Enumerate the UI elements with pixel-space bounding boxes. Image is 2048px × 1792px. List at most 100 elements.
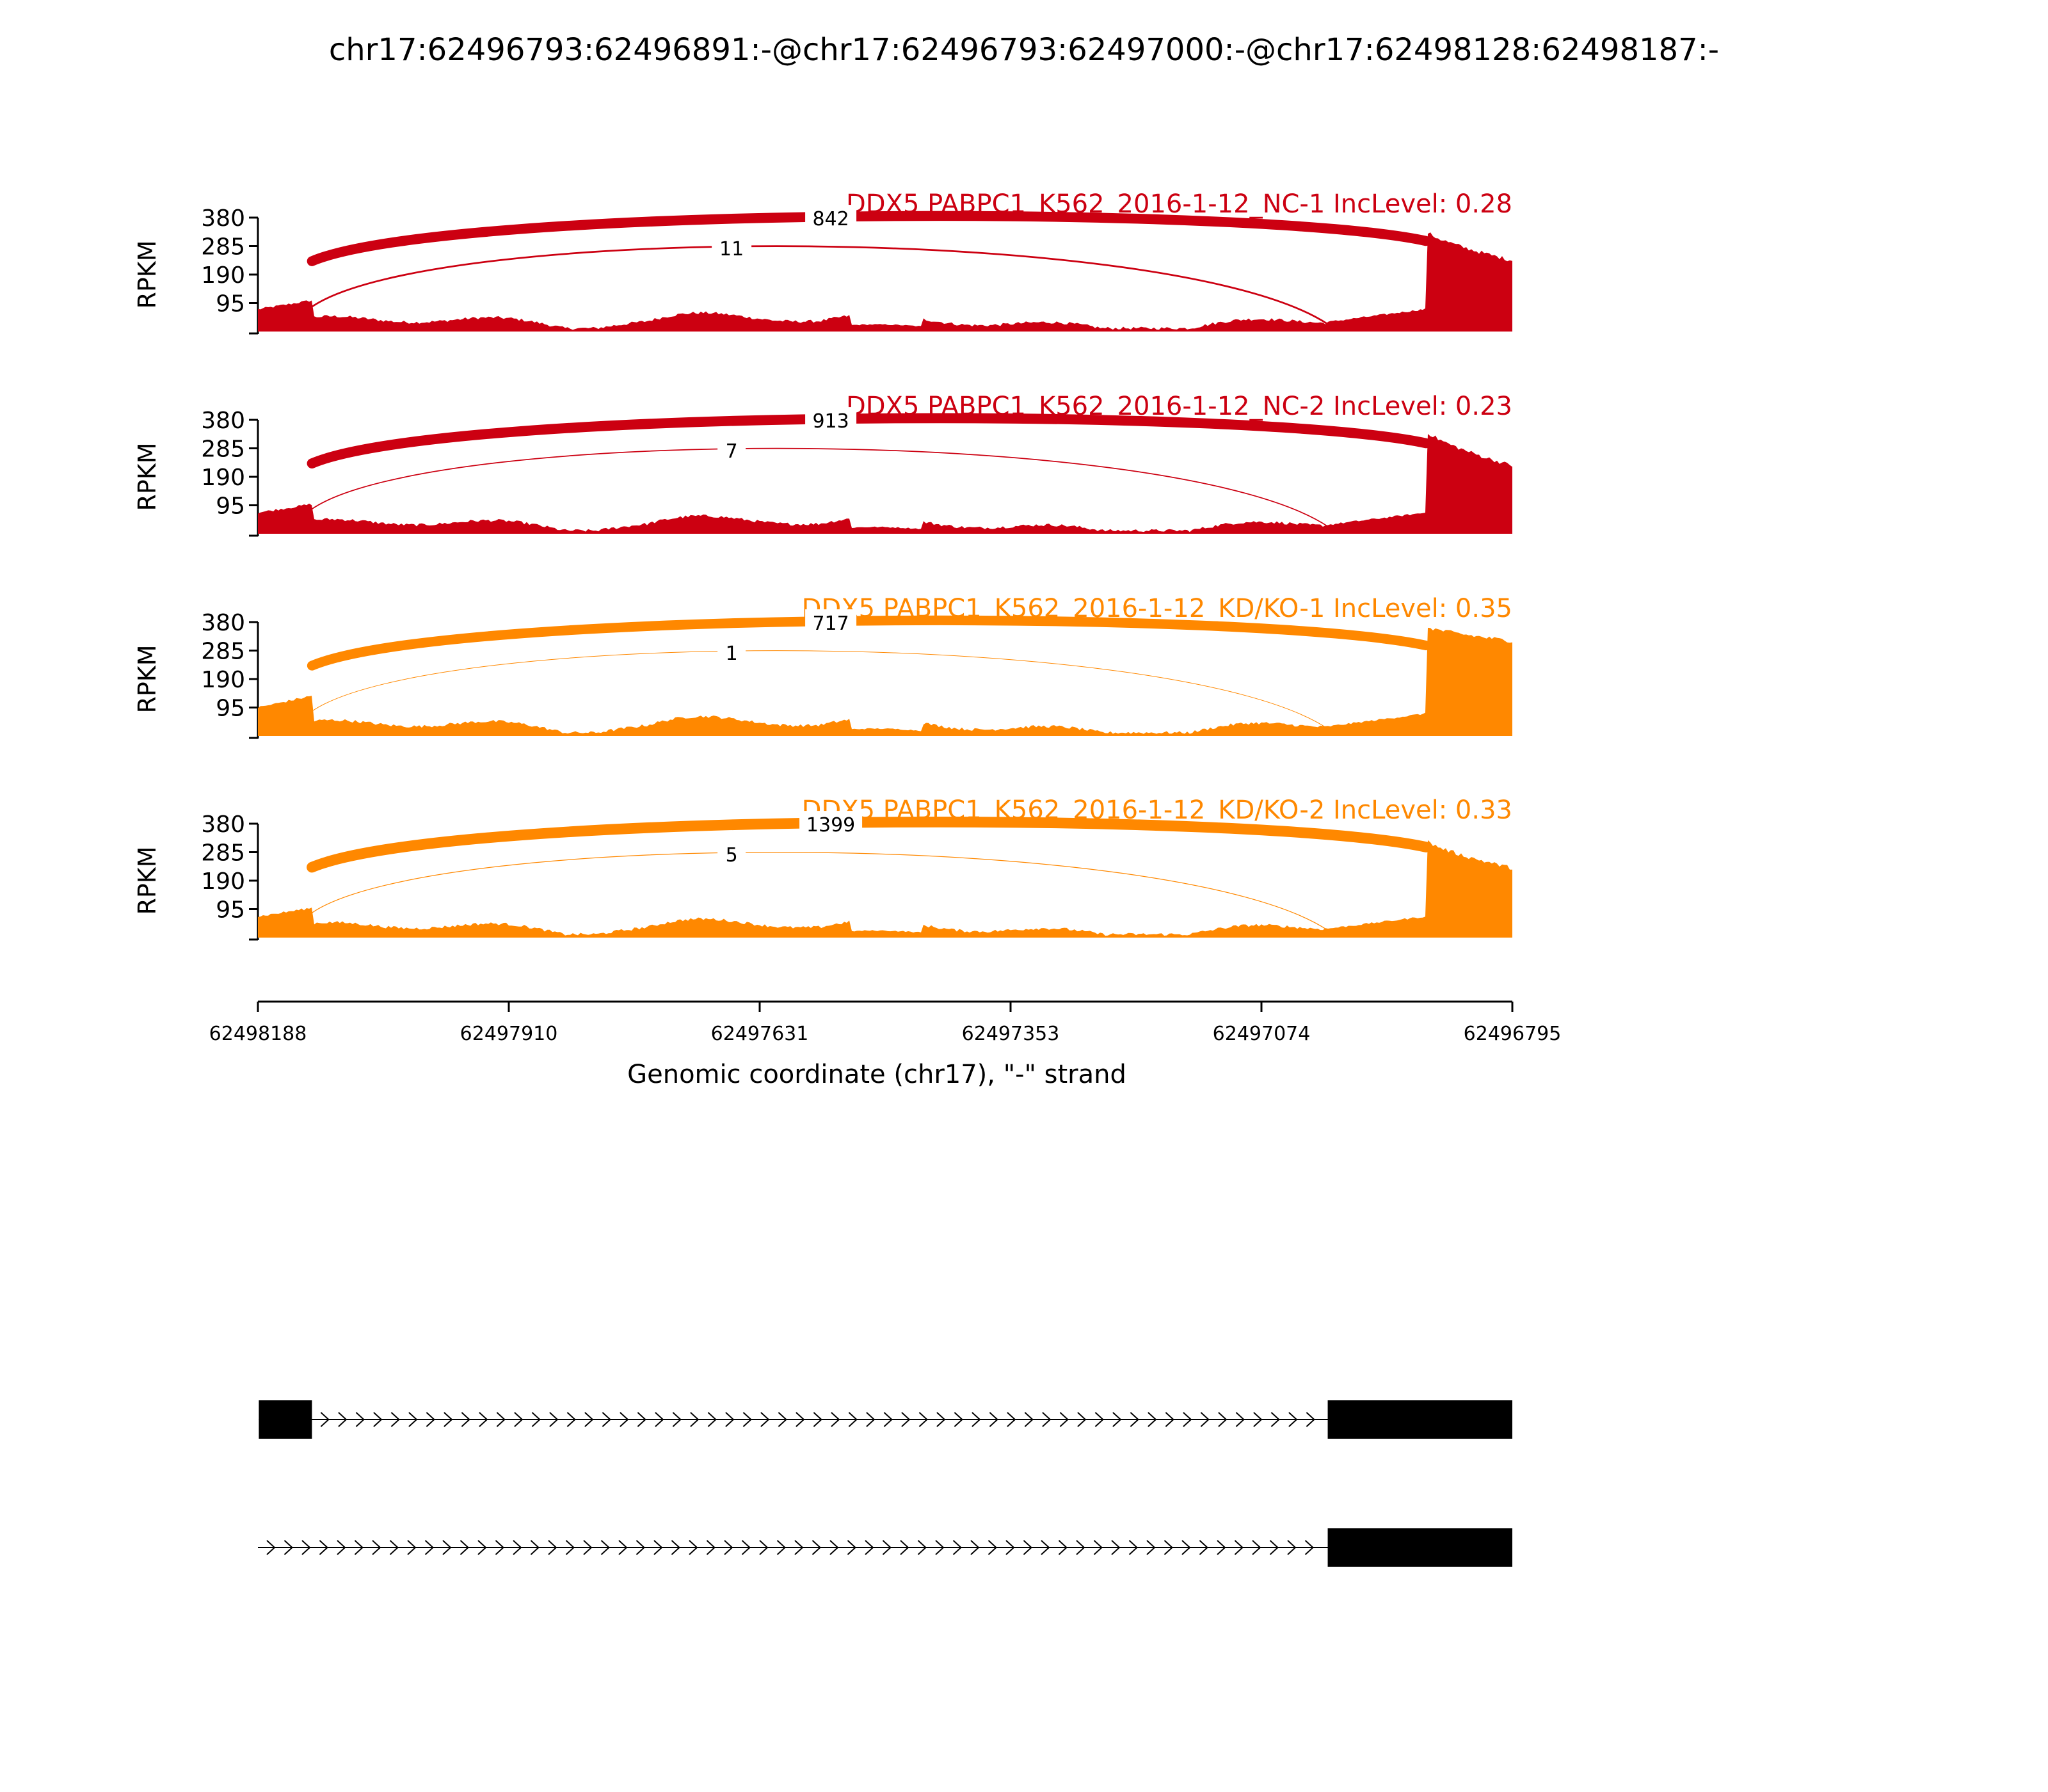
strand-arrow (988, 1540, 997, 1555)
junction-arc (307, 211, 1431, 266)
coverage-area (258, 840, 1512, 938)
strand-arrow (1005, 1540, 1015, 1555)
y-tick-label: 380 (201, 205, 245, 232)
strand-arrow (796, 1412, 805, 1427)
strand-arrow (1181, 1540, 1191, 1555)
x-axis-label: Genomic coordinate (chr17), "-" strand (627, 1060, 1126, 1089)
strand-arrow (1112, 1412, 1122, 1427)
junction-count-label: 7 (726, 440, 738, 463)
strand-arrow (831, 1412, 840, 1427)
strand-arrow (776, 1540, 786, 1555)
strand-arrow (1130, 1412, 1139, 1427)
strand-arrow (1269, 1540, 1279, 1555)
strand-arrow (653, 1540, 663, 1555)
y-tick-label: 190 (201, 465, 245, 491)
junction-label-bg (805, 609, 857, 636)
y-tick-label: 95 (216, 493, 245, 520)
strand-arrow (954, 1412, 963, 1427)
strand-arrow (1200, 1412, 1210, 1427)
junction-count-label: 11 (719, 238, 744, 260)
strand-arrow (1093, 1540, 1103, 1555)
strand-arrow (479, 1412, 488, 1427)
junction-arc (307, 413, 1431, 468)
junction-count-label: 1 (726, 643, 738, 665)
strand-arrow (389, 1540, 399, 1555)
y-tick-label: 285 (201, 436, 245, 463)
strand-arrow (1024, 1412, 1034, 1427)
junction-count-label: 5 (726, 844, 738, 867)
strand-arrow (338, 1412, 348, 1427)
strand-arrow (1287, 1540, 1297, 1555)
strand-arrow (901, 1412, 911, 1427)
strand-arrow (935, 1540, 945, 1555)
strand-arrow (778, 1412, 787, 1427)
x-tick-label: 62498188 (209, 1023, 307, 1045)
strand-arrow (636, 1540, 645, 1555)
junction-arc (311, 447, 1329, 527)
strand-arrow (1042, 1412, 1052, 1427)
strand-arrow (972, 1412, 981, 1427)
strand-arrow (970, 1540, 980, 1555)
strand-arrow (1183, 1412, 1192, 1427)
strand-arrow (759, 1540, 769, 1555)
exon-block (259, 1400, 312, 1439)
strand-arrow (1252, 1540, 1261, 1555)
strand-arrow (1023, 1540, 1032, 1555)
strand-arrow (1270, 1412, 1280, 1427)
junction-count-label: 842 (812, 208, 849, 230)
strand-arrow (301, 1540, 311, 1555)
junction-label-bg (717, 436, 746, 463)
junction-count-label: 913 (812, 410, 849, 433)
strand-arrow (707, 1412, 717, 1427)
strand-arrow (549, 1412, 559, 1427)
junction-label-bg (717, 840, 746, 867)
strand-arrow (706, 1540, 716, 1555)
strand-arrow (1111, 1540, 1121, 1555)
isoform-2 (258, 1528, 1512, 1567)
strand-arrow (725, 1412, 735, 1427)
coverage-area (258, 232, 1512, 332)
strand-arrow (794, 1540, 804, 1555)
strand-arrow (600, 1540, 610, 1555)
x-tick-label: 62497910 (460, 1023, 558, 1045)
strand-arrow (1148, 1412, 1157, 1427)
junction-label-bg (717, 639, 746, 665)
junction-count-label: 1399 (806, 814, 855, 836)
strand-arrow (426, 1412, 435, 1427)
junction-arc (311, 650, 1329, 729)
strand-arrow (618, 1540, 628, 1555)
junction-label-bg (712, 234, 752, 260)
strand-arrow (1306, 1412, 1315, 1427)
strand-arrow (1288, 1412, 1298, 1427)
junction-label-bg (805, 407, 857, 433)
strand-arrow (514, 1412, 524, 1427)
strand-arrow (918, 1412, 928, 1427)
strand-arrow (1199, 1540, 1208, 1555)
junction-arc (311, 852, 1329, 931)
strand-arrow (829, 1540, 839, 1555)
exon-block (1327, 1528, 1512, 1567)
y-tick-label: 285 (201, 639, 245, 665)
junction-arc (307, 817, 1432, 873)
strand-arrow (566, 1412, 576, 1427)
strand-arrow (866, 1412, 876, 1427)
isoform-1 (259, 1400, 1512, 1439)
strand-arrow (495, 1540, 504, 1555)
strand-arrow (724, 1540, 733, 1555)
y-axis-label: RPKM (133, 240, 161, 308)
strand-arrow (900, 1540, 909, 1555)
strand-arrow (848, 1412, 858, 1427)
strand-arrow (407, 1540, 417, 1555)
y-tick-label: 190 (201, 667, 245, 693)
strand-arrow (812, 1540, 821, 1555)
strand-arrow (865, 1540, 874, 1555)
strand-arrow (1165, 1412, 1174, 1427)
x-tick-label: 62496795 (1464, 1023, 1562, 1045)
coverage-area (258, 627, 1512, 736)
chart-title: chr17:62496793:62496891:-@chr17:62496793… (329, 32, 1719, 68)
strand-arrow (882, 1540, 892, 1555)
strand-arrow (355, 1412, 365, 1427)
